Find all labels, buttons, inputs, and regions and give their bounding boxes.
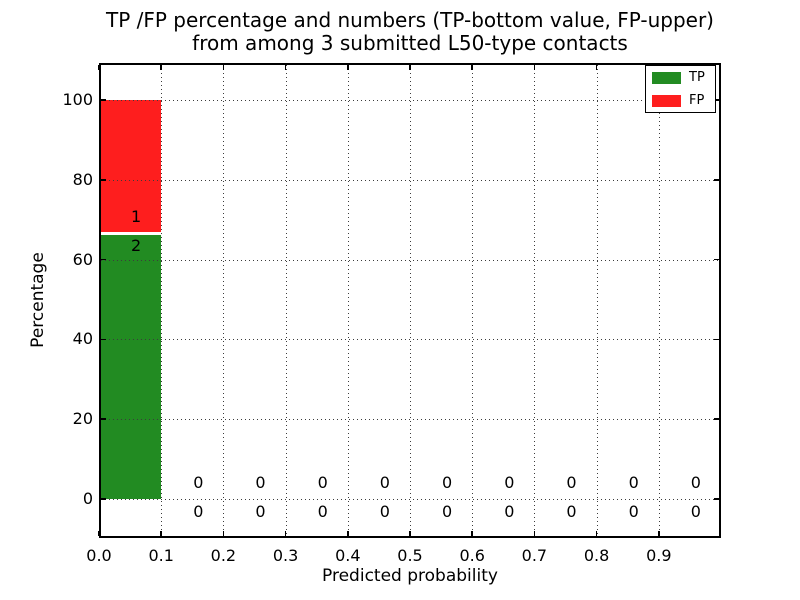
legend: TP FP — [645, 65, 716, 113]
y-tick-label: 60 — [72, 249, 93, 269]
x-tick-label: 0.5 — [397, 546, 423, 565]
y-tick-mark-right — [714, 418, 719, 420]
y-tick-mark-right — [714, 99, 719, 101]
bar-segment-tp — [100, 234, 162, 499]
x-tick-mark — [471, 531, 473, 536]
x-tick-mark — [595, 531, 598, 536]
x-tick-label: 0.7 — [521, 546, 548, 565]
count-label-fp: 0 — [317, 473, 328, 492]
gridline-vertical — [596, 65, 598, 536]
gridline-vertical — [161, 65, 163, 536]
y-tick-mark — [101, 498, 106, 500]
y-tick-mark-right — [714, 258, 719, 261]
legend-entry-fp: FP — [652, 94, 709, 107]
x-tick-label: 0.1 — [148, 546, 174, 565]
x-tick-mark — [98, 531, 100, 536]
x-tick-mark-top — [409, 65, 411, 70]
legend-label-fp: FP — [689, 93, 705, 108]
y-tick-label: 100 — [62, 90, 93, 109]
x-tick-mark — [347, 531, 349, 536]
bar-segment-fp — [100, 100, 162, 232]
x-tick-mark — [160, 531, 162, 536]
legend-entry-tp: TP — [652, 71, 709, 84]
x-tick-label: 0.9 — [646, 546, 672, 565]
chart-title-line1: TP /FP percentage and numbers (TP-bottom… — [106, 8, 714, 32]
y-tick-label: 20 — [72, 409, 93, 429]
x-tick-mark-top — [471, 65, 473, 70]
y-tick-mark-right — [714, 338, 719, 341]
chart-title-line2: from among 3 submitted L50-type contacts — [192, 30, 628, 55]
count-label-tp: 2 — [131, 235, 142, 255]
count-label-tp: 0 — [566, 502, 577, 521]
gridline-vertical — [534, 65, 536, 536]
count-label-fp: 0 — [442, 473, 453, 492]
count-label-fp: 0 — [193, 473, 204, 492]
y-axis-label: Percentage — [28, 252, 48, 348]
gridline-vertical — [285, 65, 287, 536]
x-tick-label: 0.6 — [459, 546, 485, 565]
legend-swatch-tp — [652, 71, 681, 84]
x-tick-mark-top — [160, 65, 162, 70]
gridline-vertical — [472, 65, 474, 536]
y-tick-mark — [101, 338, 106, 341]
x-tick-label: 0.4 — [335, 546, 361, 565]
count-label-fp: 0 — [566, 473, 577, 492]
x-tick-label: 0.0 — [86, 546, 112, 565]
y-tick-mark — [101, 179, 106, 181]
x-tick-mark-top — [284, 65, 287, 70]
count-label-fp: 0 — [504, 473, 515, 492]
count-label-fp: 0 — [379, 473, 390, 492]
x-tick-mark — [658, 531, 660, 536]
x-tick-mark-top — [98, 65, 100, 70]
gridline-vertical — [223, 65, 225, 536]
y-tick-label: 40 — [72, 329, 93, 349]
x-tick-label: 0.3 — [272, 546, 299, 565]
legend-swatch-fp — [652, 94, 681, 107]
y-tick-mark-right — [714, 179, 719, 181]
x-tick-mark-top — [595, 65, 598, 70]
x-tick-label: 0.2 — [210, 546, 237, 565]
count-label-fp: 1 — [131, 206, 142, 226]
x-tick-mark — [409, 531, 411, 536]
legend-label-tp: TP — [689, 70, 705, 85]
count-label-fp: 0 — [628, 473, 639, 492]
plot-area — [99, 63, 721, 538]
x-tick-mark — [222, 531, 225, 536]
chart-title: TP /FP percentage and numbers (TP-bottom… — [20, 9, 800, 54]
x-tick-mark-top — [533, 65, 536, 70]
y-tick-mark — [101, 258, 106, 261]
count-label-tp: 0 — [255, 502, 266, 521]
y-tick-label: 80 — [72, 169, 93, 189]
gridline-vertical — [347, 65, 349, 536]
y-tick-label: 0 — [82, 489, 93, 508]
x-tick-mark-top — [347, 65, 349, 70]
count-label-tp: 0 — [442, 502, 453, 521]
count-label-tp: 0 — [504, 502, 515, 521]
y-tick-mark — [101, 418, 106, 420]
x-axis-label: Predicted probability — [322, 566, 498, 586]
y-tick-mark — [101, 99, 106, 101]
count-label-fp: 0 — [690, 473, 701, 492]
count-label-fp: 0 — [255, 473, 266, 492]
gridline-vertical — [658, 65, 660, 536]
y-tick-mark-right — [714, 498, 719, 500]
x-tick-mark — [284, 531, 287, 536]
count-label-tp: 0 — [690, 502, 701, 521]
x-tick-label: 0.8 — [583, 546, 610, 565]
count-label-tp: 0 — [317, 502, 328, 521]
gridline-vertical — [410, 65, 411, 536]
count-label-tp: 0 — [379, 502, 390, 521]
count-label-tp: 0 — [193, 502, 204, 521]
x-tick-mark — [533, 531, 536, 536]
count-label-tp: 0 — [628, 502, 639, 521]
bar-segment-divider — [100, 231, 162, 235]
x-tick-mark-top — [222, 65, 225, 70]
